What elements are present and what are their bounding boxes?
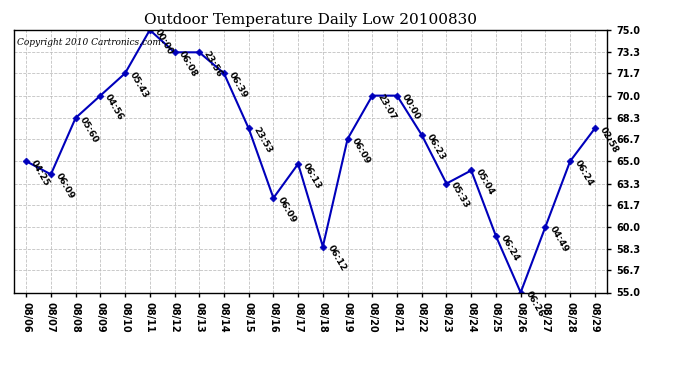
Text: 23:07: 23:07 [375, 93, 397, 122]
Text: 06:26: 06:26 [524, 290, 546, 319]
Text: 04:49: 04:49 [548, 224, 571, 254]
Text: 06:24: 06:24 [499, 233, 521, 262]
Text: 06:08: 06:08 [177, 50, 199, 79]
Text: 23:53: 23:53 [251, 126, 273, 155]
Text: 00:00: 00:00 [152, 27, 175, 56]
Text: 04:25: 04:25 [29, 159, 51, 188]
Text: 05:33: 05:33 [449, 181, 471, 210]
Text: 05:60: 05:60 [79, 115, 100, 144]
Text: 04:56: 04:56 [103, 93, 125, 122]
Text: 06:09: 06:09 [351, 136, 373, 165]
Text: 06:12: 06:12 [326, 244, 348, 273]
Text: 06:09: 06:09 [276, 195, 298, 224]
Text: 00:00: 00:00 [400, 93, 422, 122]
Text: 06:39: 06:39 [227, 70, 249, 100]
Text: 06:23: 06:23 [424, 132, 446, 161]
Text: 05:43: 05:43 [128, 70, 150, 100]
Text: 06:24: 06:24 [573, 159, 595, 188]
Title: Outdoor Temperature Daily Low 20100830: Outdoor Temperature Daily Low 20100830 [144, 13, 477, 27]
Text: 06:13: 06:13 [301, 161, 323, 190]
Text: Copyright 2010 Cartronics.com: Copyright 2010 Cartronics.com [17, 38, 161, 47]
Text: 05:04: 05:04 [474, 168, 496, 197]
Text: 23:56: 23:56 [202, 50, 224, 79]
Text: 02:58: 02:58 [598, 126, 620, 155]
Text: 06:09: 06:09 [54, 172, 76, 201]
